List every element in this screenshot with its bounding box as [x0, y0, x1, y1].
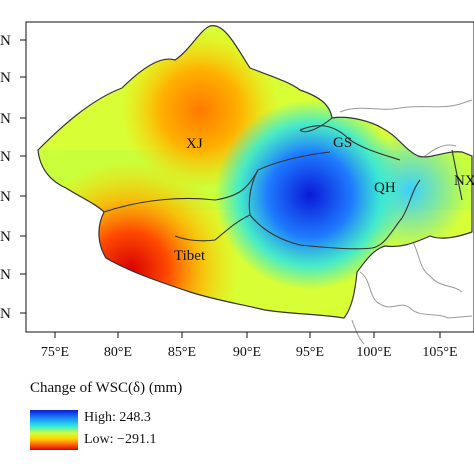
region-label-tibet: Tibet	[174, 248, 206, 264]
region-label-qh: QH	[374, 180, 396, 196]
lat-label: N	[0, 149, 11, 165]
legend-title: Change of WSC(δ) (mm)	[30, 380, 183, 396]
lat-label: N	[0, 111, 11, 127]
region-label-xj: XJ	[186, 136, 203, 152]
legend-high-label: High: 248.3	[84, 410, 151, 425]
map-frame	[20, 21, 474, 338]
lon-label: 105°E	[422, 345, 457, 360]
study-area-boundary	[37, 25, 473, 319]
lat-label: N	[0, 306, 11, 322]
latitude-labels: N N N N N N N N	[0, 33, 11, 322]
lon-label: 85°E	[168, 345, 196, 360]
lon-label: 90°E	[233, 345, 261, 360]
lon-label: 95°E	[296, 345, 324, 360]
lon-label: 80°E	[104, 345, 132, 360]
lat-label: N	[0, 267, 11, 283]
region-label-gs: GS	[333, 135, 352, 151]
lat-label: N	[0, 229, 11, 245]
lat-label: N	[0, 189, 11, 205]
lat-label: N	[0, 33, 11, 49]
lat-label: N	[0, 70, 11, 86]
lon-label: 75°E	[41, 345, 69, 360]
region-labels: XJ GS QH Tibet NX	[174, 135, 474, 264]
region-label-nx: NX	[454, 173, 474, 189]
legend-low-label: Low: −291.1	[84, 432, 157, 447]
lon-label: 100°E	[356, 345, 391, 360]
legend-color-bar	[30, 410, 78, 450]
longitude-labels: 75°E 80°E 85°E 90°E 95°E 100°E 105°E	[41, 345, 458, 360]
province-boundaries	[103, 117, 463, 250]
